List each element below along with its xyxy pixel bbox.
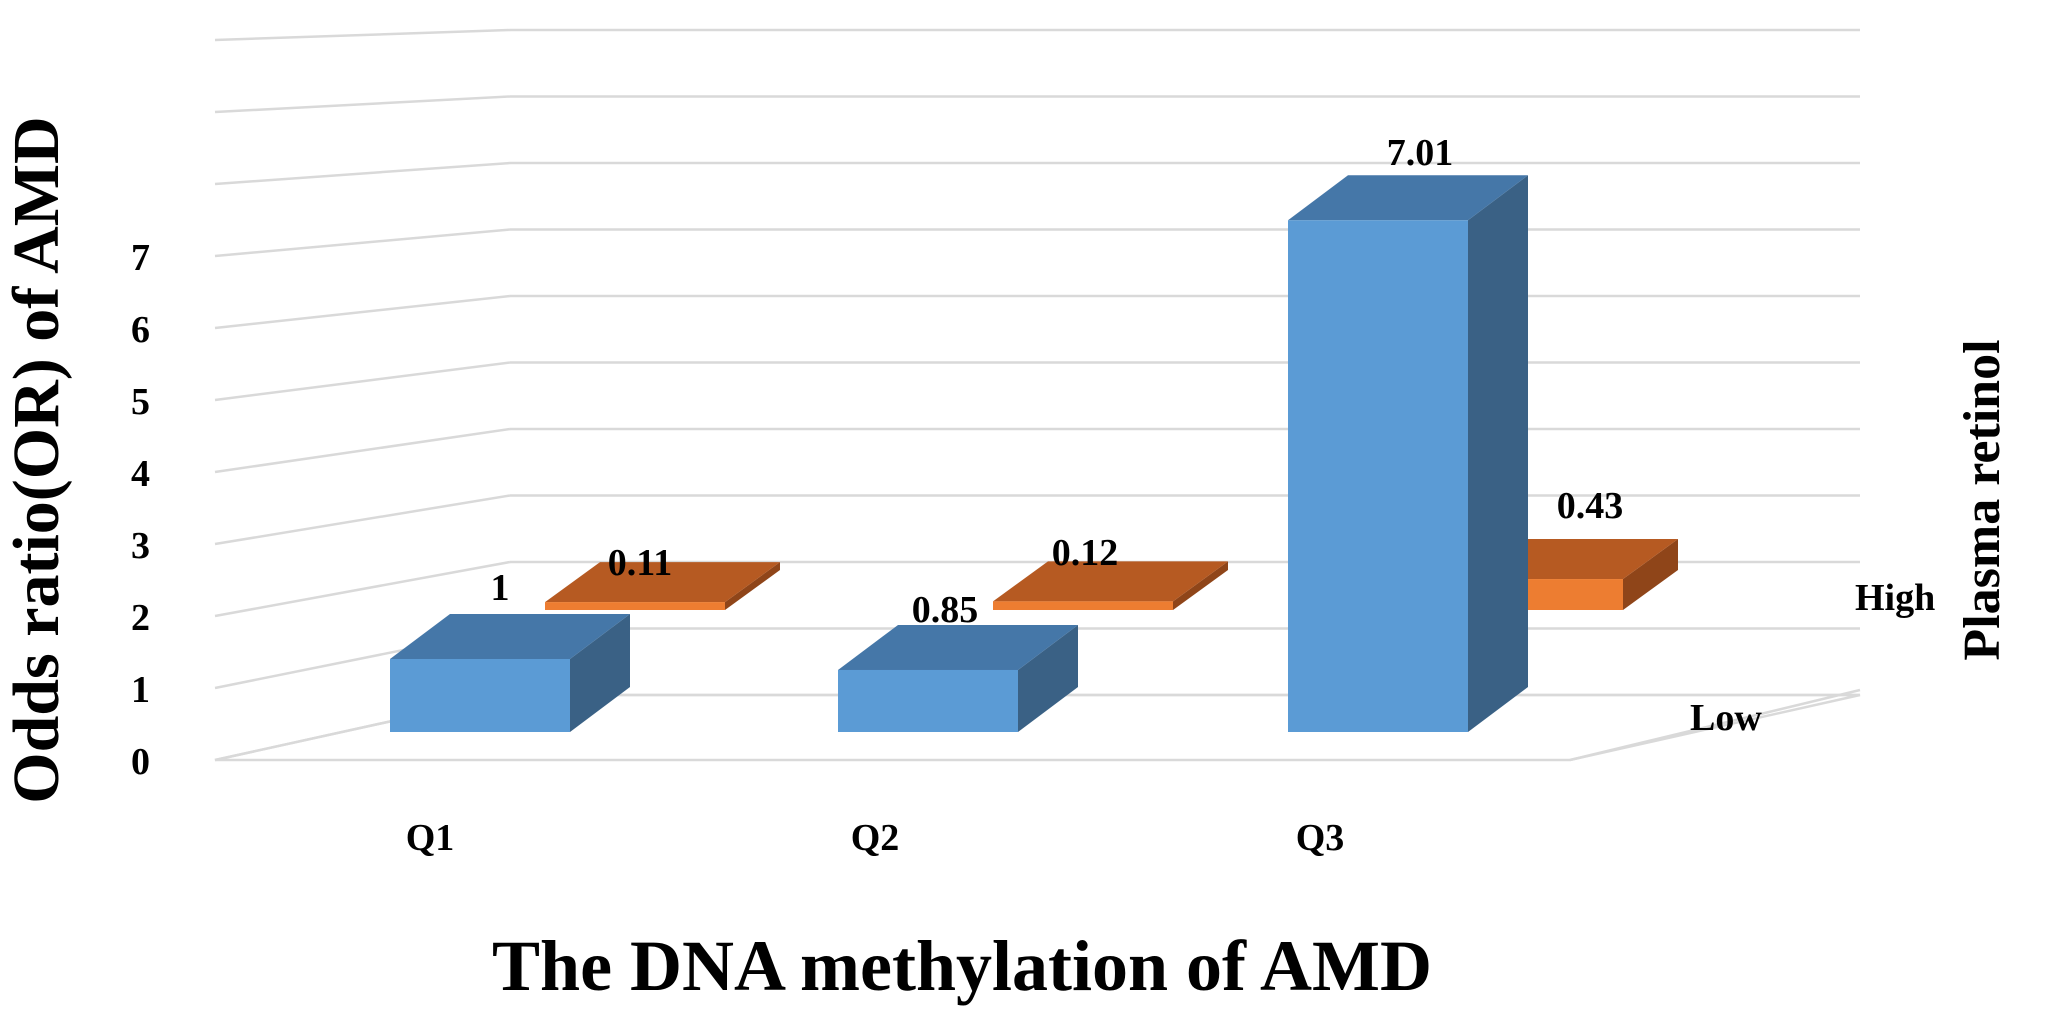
bar-low-top xyxy=(390,614,630,659)
x-tick-label: Q1 xyxy=(406,817,455,859)
gridline-diagonal xyxy=(214,28,511,42)
x-axis-title: The DNA methylation of AMD xyxy=(492,926,1432,1006)
x-tick-label: Q3 xyxy=(1296,817,1345,859)
bars xyxy=(390,175,1678,732)
gridline-diagonal xyxy=(214,294,511,330)
bar-high xyxy=(993,601,1173,610)
gridline-diagonal xyxy=(214,161,511,186)
bar-high-side xyxy=(725,562,780,610)
data-label-low: 0.85 xyxy=(912,589,979,631)
gridline-diagonal xyxy=(214,228,511,258)
bar-low-top xyxy=(838,624,1078,670)
data-label-low: 1 xyxy=(491,567,510,609)
y-tick-label: 4 xyxy=(131,453,150,495)
y-axis-title: Odds ratio(OR) of AMD xyxy=(0,116,73,803)
bar-high-side xyxy=(1173,561,1228,610)
data-label-low: 7.01 xyxy=(1387,132,1454,174)
gridline-diagonal xyxy=(214,494,511,546)
bar-high-top xyxy=(545,562,780,603)
bar-low-side xyxy=(1018,624,1078,732)
y-tick-label: 2 xyxy=(131,597,150,639)
data-label-high: 0.43 xyxy=(1557,485,1624,527)
bar-low xyxy=(390,659,570,732)
y-tick-label: 5 xyxy=(131,381,150,423)
gridline-diagonal xyxy=(214,427,511,474)
y-tick-label: 0 xyxy=(131,741,150,783)
bar-low xyxy=(838,669,1018,732)
bar-low-top xyxy=(1288,175,1528,221)
axes: 0 1 2 3 4 5 6 7 Q1 Q2 Q3 Low High xyxy=(131,237,1935,859)
y-tick-label: 1 xyxy=(131,669,150,711)
y-tick-label: 3 xyxy=(131,525,150,567)
bar-high-side xyxy=(1623,539,1678,610)
depth-tick-label: Low xyxy=(1690,697,1762,739)
x-tick-label: Q2 xyxy=(851,817,900,859)
bar-high-top xyxy=(993,561,1228,602)
bar-low-side xyxy=(570,614,630,732)
bar-low-side xyxy=(1468,175,1528,732)
gridline-diagonal xyxy=(214,560,511,618)
y-tick-label: 7 xyxy=(131,237,150,279)
gridlines xyxy=(214,28,1861,762)
gridline-diagonal xyxy=(214,361,511,402)
y-tick-label: 6 xyxy=(131,309,150,351)
bar-high xyxy=(545,602,725,610)
depth-tick-label: High xyxy=(1855,577,1935,619)
data-labels: 0.11 0.12 0.43 1 0.85 7.01 xyxy=(491,132,1624,631)
depth-axis-line xyxy=(1569,688,1861,762)
gridline-diagonal xyxy=(214,95,511,114)
data-label-high: 0.12 xyxy=(1052,532,1119,574)
depth-axis-title: Plasma retinol xyxy=(1954,339,2011,660)
bar-low xyxy=(1288,220,1468,732)
data-label-high: 0.11 xyxy=(608,542,672,584)
